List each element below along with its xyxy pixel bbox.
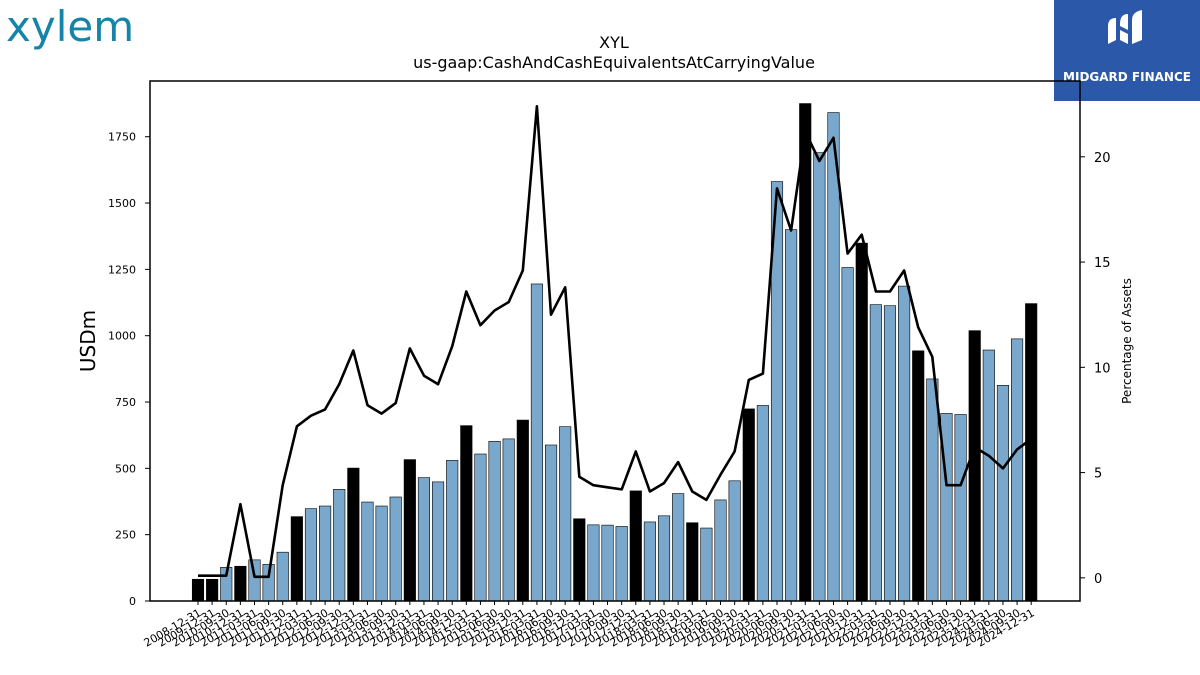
bar	[898, 285, 911, 602]
bar	[756, 405, 769, 602]
bar	[714, 499, 727, 602]
bar	[502, 438, 515, 602]
midgard-mark-icon	[1108, 10, 1142, 44]
bar	[319, 505, 332, 602]
bars-layer	[191, 103, 1038, 602]
chart-subtitle: us-gaap:CashAndCashEquivalentsAtCarrying…	[413, 53, 815, 72]
bar	[290, 516, 303, 602]
bar	[672, 493, 685, 602]
bar	[234, 565, 247, 602]
bar	[813, 152, 826, 602]
bar	[559, 426, 572, 602]
bar	[375, 505, 388, 602]
y2-tick-label: 0	[1094, 572, 1102, 587]
y2-axis-label: Percentage of Assets	[1120, 278, 1134, 404]
bar	[982, 349, 995, 602]
x-axis: 2008-12-312009-12-312010-09-302010-12-31…	[142, 601, 1037, 650]
bar	[968, 330, 981, 602]
percentage-line	[198, 105, 1032, 579]
bar	[785, 229, 798, 602]
y-tick-label: 1750	[108, 131, 136, 144]
bar	[191, 578, 205, 602]
bar	[488, 440, 501, 602]
bar	[742, 408, 755, 602]
bar	[474, 453, 487, 602]
bar	[827, 112, 840, 602]
y2-tick-label: 5	[1094, 467, 1102, 482]
bar	[954, 414, 967, 602]
bar	[855, 242, 868, 602]
bar	[530, 283, 543, 602]
y-tick-label: 0	[129, 595, 136, 608]
y2-tick-label: 20	[1094, 151, 1111, 166]
y-axis-left: 0 250 500 750 1000 1250 1500 1750	[108, 131, 150, 608]
y-tick-label: 750	[115, 396, 136, 409]
bar	[996, 385, 1010, 602]
y-tick-label: 1500	[108, 197, 136, 210]
bar	[544, 444, 558, 602]
bar	[460, 425, 473, 602]
y2-tick-label: 15	[1094, 256, 1111, 271]
bar	[432, 481, 445, 602]
bar	[1011, 338, 1024, 602]
y-axis-right: 0 5 10 15 20	[1080, 151, 1111, 587]
bar	[615, 526, 628, 602]
bar	[657, 515, 671, 602]
bar	[841, 267, 854, 602]
bar	[629, 490, 642, 602]
bar	[601, 524, 614, 602]
bar	[417, 477, 431, 602]
line-layer	[198, 105, 1032, 579]
midgard-finance-logo: MIDGARD FINANCE	[1054, 0, 1200, 101]
bar	[446, 460, 459, 602]
bar	[728, 480, 741, 602]
bar	[643, 521, 656, 602]
bar	[304, 508, 318, 602]
y-tick-label: 250	[115, 529, 136, 542]
xylem-logo: xylem	[6, 2, 135, 51]
bar	[248, 559, 261, 602]
plot-frame	[149, 80, 1081, 602]
y-tick-label: 1000	[108, 330, 136, 343]
bar	[700, 527, 713, 602]
bar	[361, 501, 374, 602]
bar	[926, 378, 939, 602]
bar	[347, 467, 360, 602]
bar	[389, 496, 402, 602]
chart-title: XYL	[599, 33, 629, 52]
bar	[686, 522, 699, 602]
bar	[869, 304, 882, 602]
y-axis-label: USDm	[76, 310, 100, 372]
bar	[516, 419, 529, 602]
bar	[799, 103, 812, 602]
y-tick-label: 500	[115, 462, 136, 475]
bar	[403, 459, 416, 602]
bar	[333, 489, 346, 602]
bar	[573, 518, 586, 602]
y-tick-label: 1250	[108, 263, 136, 276]
bar	[206, 578, 219, 602]
bar	[1025, 303, 1038, 602]
bar	[912, 350, 925, 602]
y2-tick-label: 10	[1094, 361, 1111, 376]
bar	[883, 305, 897, 602]
midgard-finance-wordmark: MIDGARD FINANCE	[1063, 70, 1191, 84]
bar	[276, 551, 289, 602]
bar	[587, 524, 600, 602]
